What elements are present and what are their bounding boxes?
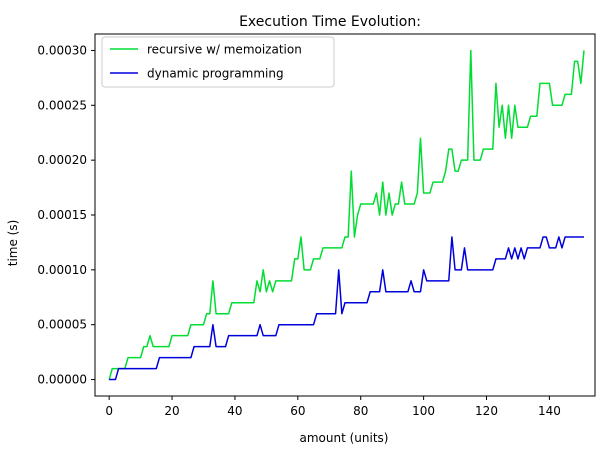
plot-area: 0 20 40 60 80 100 120 140 0.00000 0.00005 0.00010… — [37, 33, 596, 418]
y-tick-label: 0.00030 — [37, 43, 87, 57]
x-axis-ticks: 0 20 40 60 80 100 120 140 — [105, 396, 561, 418]
x-tick-label: 0 — [105, 404, 113, 418]
legend: recursive w/ memoization dynamic program… — [101, 36, 335, 88]
chart-title: Execution Time Evolution: — [239, 14, 421, 30]
x-tick-label: 80 — [353, 404, 368, 418]
y-tick-label: 0.00000 — [37, 373, 87, 387]
y-tick-label: 0.00020 — [37, 153, 87, 167]
y-axis-ticks: 0.00000 0.00005 0.00010 0.00015 0.00020 0.000… — [37, 43, 95, 387]
series-line-recursive-memoization — [108, 49, 585, 380]
y-tick-label: 0.00010 — [37, 263, 87, 277]
x-tick-label: 20 — [164, 404, 179, 418]
x-tick-label: 120 — [475, 404, 498, 418]
series-layer — [108, 49, 585, 381]
x-axis-label: amount (units) — [300, 431, 389, 445]
y-axis-label: time (s) — [6, 220, 20, 267]
legend-label-recursive: recursive w/ memoization — [147, 43, 302, 57]
x-tick-label: 60 — [290, 404, 305, 418]
x-tick-label: 40 — [227, 404, 242, 418]
x-tick-label: 140 — [538, 404, 561, 418]
y-tick-label: 0.00025 — [37, 98, 87, 112]
y-tick-label: 0.00015 — [37, 208, 87, 222]
legend-label-dynamic: dynamic programming — [147, 67, 284, 81]
x-tick-label: 100 — [412, 404, 435, 418]
legend-box — [101, 36, 335, 88]
y-tick-label: 0.00005 — [37, 318, 87, 332]
series-line-dynamic-programming — [109, 236, 584, 381]
